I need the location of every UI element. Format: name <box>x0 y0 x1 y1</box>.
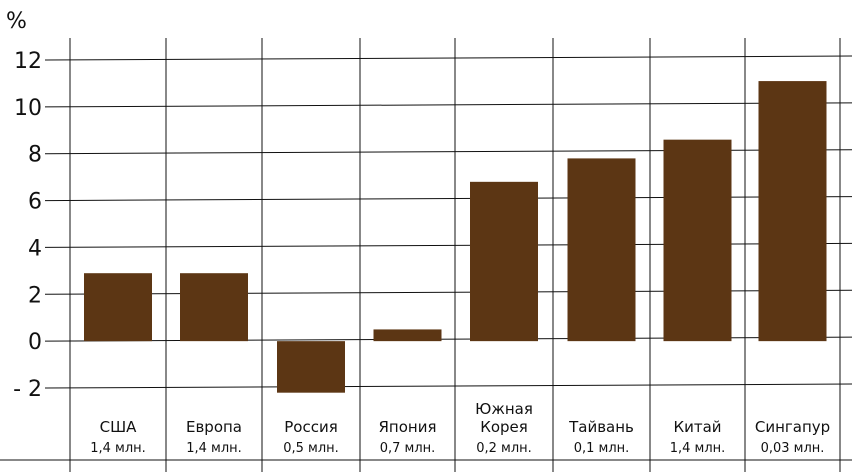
y-tick-label: 6 <box>28 190 42 215</box>
x-category-sublabel: 0,5 млн. <box>283 441 339 456</box>
x-category-sublabel: 0,1 млн. <box>574 441 630 456</box>
x-category-label: Япония <box>379 418 437 436</box>
x-category-label: Китай <box>673 418 721 436</box>
x-category-label: Корея <box>480 418 528 436</box>
bar <box>759 81 827 341</box>
x-category-label: Южная <box>475 400 533 418</box>
x-category-sublabel: 0,03 млн. <box>761 441 825 456</box>
y-tick-label: 2 <box>28 283 42 308</box>
x-category-sublabel: 1,4 млн. <box>670 441 726 456</box>
x-category-label: Россия <box>284 418 338 436</box>
x-category-label: США <box>100 418 138 436</box>
y-tick-label: 4 <box>28 236 42 261</box>
bar <box>84 273 152 341</box>
y-tick-label: 10 <box>14 96 42 121</box>
y-tick-label: 0 <box>28 330 42 355</box>
bar <box>568 158 636 341</box>
y-tick-label: 8 <box>28 143 42 168</box>
y-tick-label: - 2 <box>13 377 42 402</box>
x-category-label: Сингапур <box>755 418 830 436</box>
bar <box>470 182 538 341</box>
bar <box>277 341 345 393</box>
x-category-sublabel: 0,2 млн. <box>476 441 532 456</box>
bar <box>180 273 248 341</box>
y-axis-label: % <box>6 9 27 34</box>
x-category-sublabel: 0,7 млн. <box>380 441 436 456</box>
y-axis: % 12 10 8 6 4 2 0 - 2 <box>6 9 42 402</box>
x-category-label: Тайвань <box>568 418 634 436</box>
x-axis-labels: США 1,4 млн. Европа 1,4 млн. Россия 0,5 млн. Я… <box>90 400 830 456</box>
y-tick-label: 12 <box>14 49 42 74</box>
x-category-label: Европа <box>186 418 242 436</box>
bar <box>374 329 442 341</box>
x-category-sublabel: 1,4 млн. <box>186 441 242 456</box>
x-category-sublabel: 1,4 млн. <box>90 441 146 456</box>
bar <box>664 140 732 341</box>
